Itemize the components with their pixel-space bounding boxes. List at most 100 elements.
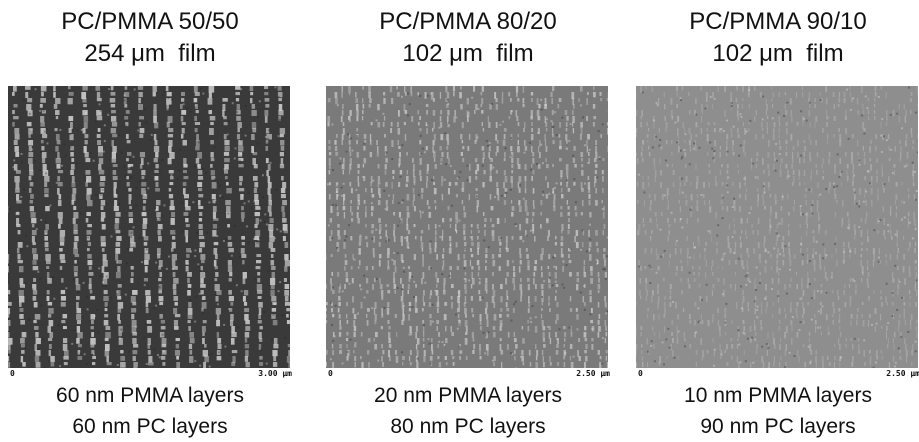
texture [341, 116, 343, 122]
texture [81, 129, 83, 131]
texture [228, 260, 232, 266]
texture [810, 122, 811, 127]
texture [741, 260, 743, 266]
texture [684, 338, 686, 341]
texture [107, 114, 109, 116]
texture [33, 296, 37, 301]
texture [661, 212, 663, 216]
texture [118, 203, 120, 205]
texture [809, 152, 811, 159]
texture [560, 182, 562, 185]
texture [39, 278, 41, 280]
texture [73, 218, 76, 224]
texture [598, 278, 600, 283]
texture [281, 146, 285, 151]
texture [802, 284, 803, 289]
texture [167, 92, 172, 96]
texture [874, 110, 875, 114]
texture [342, 86, 343, 92]
texture [801, 236, 802, 240]
texture [770, 212, 771, 217]
texture [674, 121, 676, 123]
texture [589, 200, 591, 205]
texture [816, 170, 817, 175]
texture [767, 332, 768, 338]
texture [101, 206, 104, 210]
texture [681, 157, 683, 159]
texture [86, 180, 88, 182]
texture [541, 314, 542, 319]
texture [815, 356, 817, 363]
texture [104, 320, 109, 325]
texture [101, 212, 105, 218]
texture [146, 308, 149, 313]
texture [731, 134, 732, 137]
texture [438, 344, 439, 348]
texture [342, 134, 344, 140]
texture [102, 224, 106, 230]
texture [73, 224, 77, 231]
texture [757, 306, 759, 308]
texture [326, 350, 328, 355]
texture [460, 104, 463, 109]
texture [648, 182, 649, 187]
texture [888, 176, 889, 182]
texture [526, 235, 528, 237]
texture [444, 132, 446, 134]
texture [714, 152, 716, 155]
texture [738, 155, 740, 157]
texture [413, 194, 414, 201]
texture [32, 248, 37, 254]
texture [598, 290, 600, 293]
texture [820, 99, 822, 101]
texture [241, 248, 245, 254]
texture [836, 236, 837, 242]
texture [790, 98, 792, 105]
texture [591, 328, 593, 330]
texture [393, 260, 396, 265]
texture [762, 128, 764, 131]
texture [783, 115, 785, 117]
texture [18, 260, 23, 263]
texture [366, 242, 368, 247]
texture [493, 290, 496, 297]
texture [386, 200, 388, 206]
texture [786, 102, 788, 104]
texture [73, 278, 75, 280]
texture [719, 326, 721, 332]
texture [720, 354, 722, 356]
texture [282, 182, 286, 188]
texture [701, 299, 703, 301]
texture [857, 98, 858, 104]
texture [868, 320, 869, 327]
texture [156, 212, 161, 217]
texture [217, 332, 219, 338]
texture [590, 320, 593, 323]
texture [722, 266, 723, 269]
texture [659, 145, 661, 147]
texture [423, 344, 425, 348]
texture [864, 176, 865, 180]
texture [326, 284, 327, 289]
texture [18, 290, 23, 297]
texture [155, 152, 158, 158]
texture [531, 134, 534, 140]
texture [100, 194, 102, 196]
texture [700, 194, 702, 196]
texture [735, 284, 736, 291]
texture [371, 122, 373, 125]
texture [512, 260, 514, 263]
texture [741, 230, 742, 234]
texture [46, 260, 51, 264]
texture [685, 164, 686, 168]
texture [886, 283, 888, 285]
texture [169, 152, 174, 159]
texture [677, 134, 678, 138]
texture [460, 351, 462, 353]
texture [419, 140, 421, 144]
texture [216, 182, 218, 184]
texture [916, 332, 917, 338]
texture [871, 188, 873, 194]
texture [168, 134, 173, 137]
texture [422, 254, 423, 260]
